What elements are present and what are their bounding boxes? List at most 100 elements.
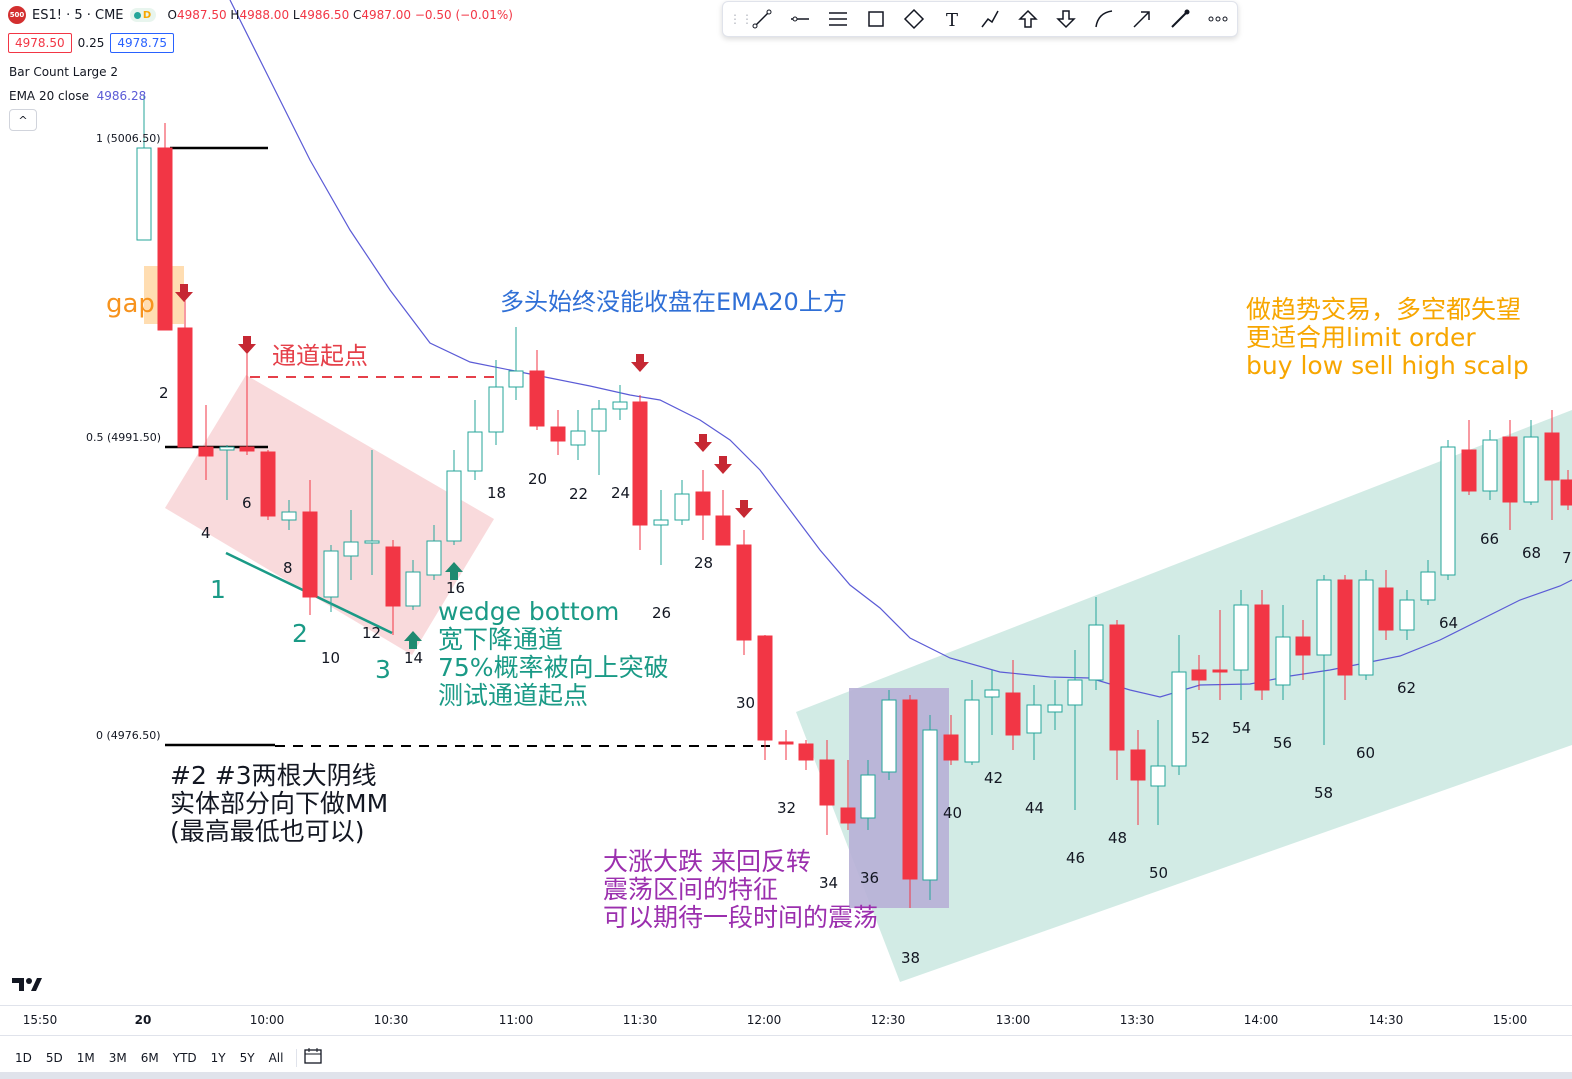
arrow-down-icon[interactable]	[1047, 1, 1085, 37]
candle[interactable]	[426, 525, 442, 580]
rectangle-icon[interactable]	[857, 1, 895, 37]
trend-line-icon[interactable]	[743, 1, 781, 37]
candle[interactable]	[1544, 410, 1560, 520]
candle[interactable]	[632, 395, 648, 550]
candle[interactable]	[1254, 590, 1270, 700]
text-icon[interactable]: T	[933, 1, 971, 37]
candle[interactable]	[881, 690, 897, 780]
candle[interactable]	[1523, 420, 1539, 505]
candle[interactable]	[798, 740, 814, 770]
candle[interactable]	[529, 350, 545, 430]
candle[interactable]	[1233, 590, 1249, 700]
candle[interactable]	[364, 450, 380, 575]
candle[interactable]	[1171, 635, 1187, 775]
arrow-down-marker[interactable]	[694, 434, 712, 452]
more-icon[interactable]	[1199, 1, 1237, 37]
candle[interactable]	[1026, 685, 1042, 760]
candle[interactable]	[239, 346, 255, 455]
ema-label[interactable]: EMA 20 close 4986.28	[9, 89, 146, 103]
candle[interactable]	[1130, 730, 1146, 825]
market-status[interactable]: D	[129, 8, 156, 22]
candle[interactable]	[819, 740, 835, 835]
candle[interactable]	[1358, 570, 1374, 680]
candle[interactable]	[302, 480, 318, 615]
range-5y[interactable]: 5Y	[239, 1050, 255, 1065]
candle[interactable]	[385, 540, 401, 635]
range-6m[interactable]: 6M	[140, 1050, 159, 1065]
range-1y[interactable]: 1Y	[210, 1050, 226, 1065]
candle[interactable]	[260, 450, 276, 520]
arrow-up-marker[interactable]	[445, 562, 463, 580]
buy-price[interactable]: 4978.75	[110, 33, 174, 53]
range-3m[interactable]: 3M	[108, 1050, 127, 1065]
candle[interactable]	[715, 490, 731, 546]
candle[interactable]	[177, 300, 193, 448]
arrow-down-marker[interactable]	[175, 284, 193, 302]
tradingview-logo[interactable]	[10, 974, 42, 998]
candle[interactable]	[1560, 470, 1572, 510]
time-axis[interactable]: 15:50 20 10:00 10:30 11:00 11:30 12:00 12:30 13:…	[0, 1005, 1572, 1036]
candle[interactable]	[1482, 430, 1498, 500]
drag-handle-icon[interactable]: ⋮⋮	[729, 12, 753, 26]
candle[interactable]	[984, 670, 1000, 735]
candle[interactable]	[1088, 597, 1104, 690]
candle[interactable]	[570, 410, 586, 460]
candle[interactable]	[1502, 420, 1518, 530]
candle[interactable]	[550, 410, 566, 455]
candle[interactable]	[612, 385, 628, 420]
range-ytd[interactable]: YTD	[172, 1050, 197, 1065]
range-5d[interactable]: 5D	[45, 1050, 63, 1065]
candle[interactable]	[653, 490, 669, 565]
candle[interactable]	[1440, 440, 1456, 580]
candle[interactable]	[1295, 620, 1311, 680]
candle[interactable]	[157, 123, 173, 331]
candle[interactable]	[922, 715, 938, 900]
arrow-up-marker[interactable]	[404, 631, 422, 649]
candle[interactable]	[1047, 680, 1063, 730]
horizontal-ray-icon[interactable]	[781, 1, 819, 37]
candle[interactable]	[1378, 570, 1394, 640]
arrow-down-marker[interactable]	[735, 500, 753, 518]
candle[interactable]	[860, 760, 876, 830]
candle[interactable]	[323, 545, 339, 612]
candle[interactable]	[281, 500, 297, 530]
candle[interactable]	[1067, 650, 1083, 810]
candle[interactable]	[840, 760, 856, 830]
range-1m[interactable]: 1M	[76, 1050, 95, 1065]
arrow-up-icon[interactable]	[1009, 1, 1047, 37]
bar-count-label[interactable]: Bar Count Large 2	[9, 65, 118, 79]
candle[interactable]	[1420, 560, 1436, 605]
range-all[interactable]: All	[268, 1050, 284, 1065]
curve-icon[interactable]	[1085, 1, 1123, 37]
candle[interactable]	[446, 450, 462, 545]
parallel-channel-icon[interactable]	[819, 1, 857, 37]
candle[interactable]	[136, 95, 152, 241]
sell-price[interactable]: 4978.50	[8, 33, 72, 53]
date-range-icon[interactable]	[303, 1047, 325, 1069]
arrow-down-marker[interactable]	[631, 354, 649, 372]
candle[interactable]	[198, 405, 214, 480]
candle[interactable]	[1275, 605, 1291, 700]
candle[interactable]	[736, 530, 752, 655]
candle[interactable]	[964, 680, 980, 765]
candle[interactable]	[1005, 660, 1021, 750]
candle[interactable]	[467, 400, 483, 480]
candle[interactable]	[1212, 610, 1228, 700]
candle[interactable]	[508, 327, 524, 400]
candle[interactable]	[778, 730, 794, 760]
path-icon[interactable]	[971, 1, 1009, 37]
arrow-icon[interactable]	[1123, 1, 1161, 37]
candle[interactable]	[219, 445, 235, 500]
range-1d[interactable]: 1D	[15, 1050, 32, 1065]
candle[interactable]	[757, 635, 773, 760]
candle[interactable]	[674, 480, 690, 525]
candle[interactable]	[1316, 575, 1332, 745]
candle[interactable]	[1461, 420, 1477, 495]
candle[interactable]	[591, 400, 607, 475]
arrow-down-marker[interactable]	[714, 456, 732, 474]
symbol-header[interactable]: 500 ES1! · 5 · CME D O4987.50 H4988.00 L…	[8, 6, 513, 24]
candle[interactable]	[1191, 655, 1207, 690]
candle[interactable]	[488, 360, 504, 445]
price-chart[interactable]: 1 (5006.50) 0.5 (4991.50) 0 (4976.50) ga…	[0, 0, 1572, 1005]
candle[interactable]	[1150, 720, 1166, 825]
